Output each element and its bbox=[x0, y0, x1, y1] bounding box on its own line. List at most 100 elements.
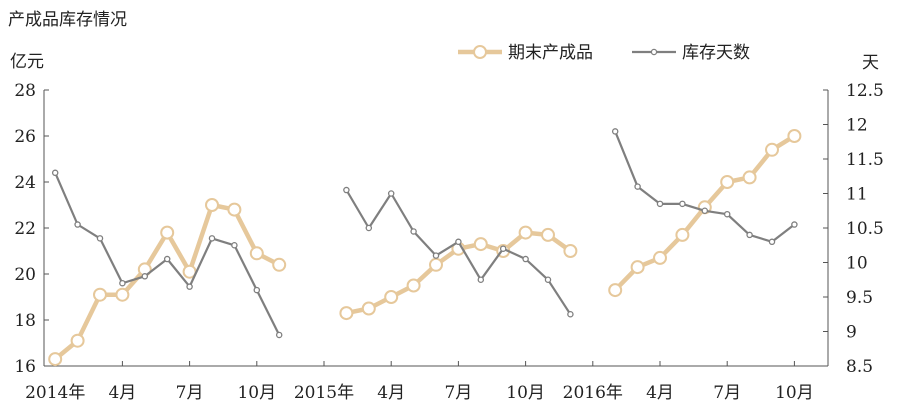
left-tick-label: 18 bbox=[14, 311, 36, 331]
data-point bbox=[679, 200, 686, 208]
chart-title: 产成品库存情况 bbox=[8, 10, 127, 30]
left-tick-label: 20 bbox=[14, 265, 36, 285]
data-point bbox=[141, 273, 149, 280]
data-point bbox=[272, 257, 287, 272]
x-tick-label: 2014年 bbox=[25, 383, 85, 403]
legend-label: 期末产成品 bbox=[508, 43, 593, 63]
data-point bbox=[253, 286, 261, 294]
right-tick-label: 9 bbox=[846, 323, 857, 343]
series-line bbox=[54, 172, 281, 336]
data-point bbox=[765, 142, 779, 157]
left-tick-label: 26 bbox=[14, 127, 36, 147]
data-point bbox=[634, 183, 641, 190]
left-tick-label: 24 bbox=[14, 173, 36, 193]
plot-area bbox=[48, 128, 802, 367]
right-axis-unit: 天 bbox=[862, 53, 879, 73]
x-tick-label: 10月 bbox=[506, 383, 545, 403]
left-tick-label: 16 bbox=[14, 357, 36, 377]
x-tick-label: 4月 bbox=[377, 383, 405, 403]
data-point bbox=[365, 224, 373, 232]
data-point bbox=[473, 237, 488, 252]
right-tick-label: 9.5 bbox=[846, 288, 873, 308]
data-point bbox=[768, 238, 776, 246]
x-tick-label: 7月 bbox=[176, 383, 204, 403]
data-point bbox=[544, 276, 552, 283]
data-point bbox=[723, 210, 731, 218]
data-point bbox=[432, 252, 440, 259]
left-tick-label: 28 bbox=[14, 81, 36, 101]
right-tick-label: 10.5 bbox=[846, 219, 884, 239]
x-tick-label: 4月 bbox=[108, 383, 136, 403]
legend: 期末产成品 库存天数 bbox=[458, 43, 750, 63]
data-point bbox=[249, 246, 264, 261]
data-point bbox=[787, 129, 802, 143]
data-point bbox=[522, 255, 529, 263]
x-tick-label: 10月 bbox=[775, 383, 814, 403]
data-point bbox=[791, 221, 798, 228]
data-point bbox=[361, 301, 376, 316]
x-tick-label: 7月 bbox=[444, 383, 472, 403]
data-point bbox=[653, 250, 667, 265]
data-point bbox=[387, 190, 395, 197]
axes: 16 18 20 22 24 26 28 8.5 9 9.5 10 10.5 11 11.5 12 12.5 2… bbox=[14, 81, 884, 403]
data-point bbox=[567, 310, 574, 318]
data-point bbox=[563, 244, 578, 258]
data-point bbox=[227, 202, 242, 217]
series-inventory-value bbox=[48, 129, 802, 367]
legend-label: 库存天数 bbox=[682, 43, 750, 63]
data-point bbox=[406, 278, 421, 293]
data-point bbox=[746, 231, 753, 239]
data-point bbox=[93, 287, 107, 302]
data-point bbox=[477, 276, 485, 283]
data-point bbox=[429, 257, 443, 272]
data-point bbox=[455, 238, 462, 246]
data-point bbox=[410, 228, 417, 235]
x-tick-label: 10月 bbox=[237, 383, 276, 403]
data-point bbox=[384, 290, 399, 304]
data-point bbox=[186, 283, 193, 290]
data-point bbox=[70, 333, 85, 348]
data-point bbox=[51, 169, 59, 177]
data-point bbox=[74, 221, 81, 228]
data-point bbox=[96, 235, 104, 242]
data-point bbox=[611, 128, 619, 135]
data-point bbox=[163, 255, 171, 263]
left-axis-unit: 亿元 bbox=[10, 52, 44, 72]
right-tick-label: 10 bbox=[846, 254, 868, 274]
right-tick-label: 11 bbox=[846, 185, 868, 205]
data-point bbox=[208, 235, 216, 242]
data-point bbox=[339, 306, 354, 321]
data-point bbox=[119, 279, 126, 287]
data-point bbox=[701, 207, 709, 214]
x-tick-label: 2015年 bbox=[294, 383, 354, 403]
x-tick-label: 7月 bbox=[713, 383, 741, 403]
series-inventory-days bbox=[51, 128, 798, 339]
data-point bbox=[608, 283, 623, 298]
data-point bbox=[115, 287, 130, 302]
data-point bbox=[541, 227, 555, 242]
legend-swatch-marker bbox=[650, 48, 658, 56]
x-tick-label: 4月 bbox=[646, 383, 674, 403]
data-point bbox=[343, 186, 350, 194]
data-point bbox=[720, 175, 735, 189]
legend-swatch-marker bbox=[473, 45, 487, 59]
x-tick-label: 2016年 bbox=[563, 383, 623, 403]
right-tick-label: 11.5 bbox=[846, 150, 884, 170]
data-point bbox=[630, 260, 645, 275]
data-point bbox=[160, 225, 175, 240]
data-point bbox=[656, 200, 664, 208]
data-point bbox=[231, 241, 238, 249]
data-point bbox=[675, 227, 690, 242]
data-point bbox=[48, 352, 63, 367]
right-tick-label: 12.5 bbox=[846, 81, 884, 101]
left-tick-label: 22 bbox=[14, 219, 36, 239]
data-point bbox=[205, 198, 219, 212]
data-point bbox=[742, 170, 757, 185]
data-point bbox=[275, 331, 283, 339]
data-point bbox=[518, 225, 533, 240]
right-tick-label: 8.5 bbox=[846, 357, 873, 377]
data-point bbox=[499, 245, 507, 252]
right-tick-label: 12 bbox=[846, 116, 868, 136]
